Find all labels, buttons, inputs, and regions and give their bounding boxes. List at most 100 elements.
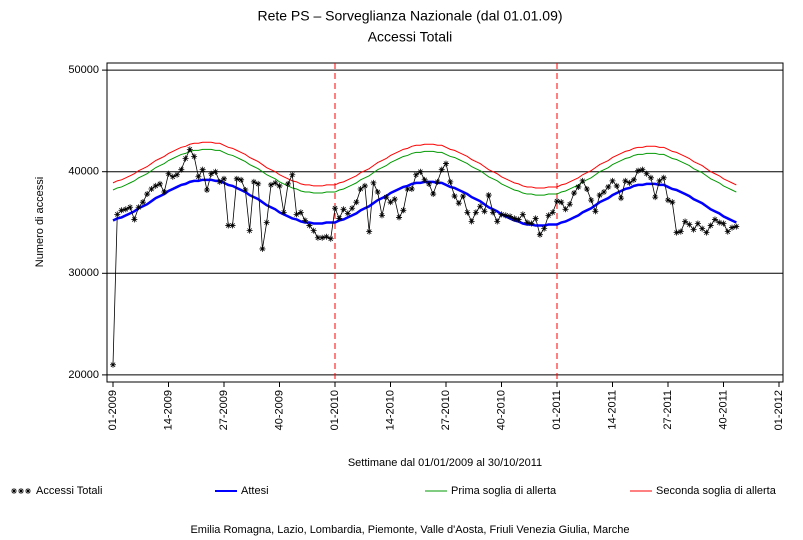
data-point bbox=[413, 171, 420, 178]
legend-label: Prima soglia di allerta bbox=[451, 485, 557, 497]
data-point bbox=[532, 215, 539, 222]
legend-label: Seconda soglia di allerta bbox=[656, 485, 777, 497]
data-point bbox=[195, 173, 202, 180]
data-point bbox=[711, 216, 718, 223]
data-point bbox=[396, 214, 403, 221]
data-point bbox=[519, 211, 526, 218]
data-point bbox=[199, 166, 206, 173]
x-tick-label: 40-2009 bbox=[273, 390, 285, 430]
data-point bbox=[267, 181, 274, 188]
data-point bbox=[451, 193, 458, 200]
x-tick-label: 14-2011 bbox=[606, 390, 618, 430]
data-point bbox=[336, 215, 343, 222]
data-point bbox=[626, 179, 633, 186]
data-point bbox=[425, 180, 432, 187]
y-tick-label: 30000 bbox=[68, 267, 99, 279]
data-point bbox=[686, 221, 693, 228]
data-point bbox=[383, 194, 390, 201]
data-point bbox=[502, 212, 509, 219]
legend-label: Attesi bbox=[241, 485, 269, 497]
data-point bbox=[332, 205, 338, 212]
data-point bbox=[720, 220, 727, 227]
data-point bbox=[233, 175, 240, 182]
data-point bbox=[203, 186, 210, 193]
data-point bbox=[481, 208, 488, 215]
data-point bbox=[575, 183, 582, 190]
x-tick-label: 40-2011 bbox=[717, 390, 729, 430]
data-point bbox=[387, 199, 394, 206]
x-tick-label: 01-2011 bbox=[551, 390, 563, 430]
series-line bbox=[112, 148, 737, 196]
data-point bbox=[455, 200, 462, 207]
data-point bbox=[605, 183, 612, 190]
data-point bbox=[310, 227, 317, 234]
data-point bbox=[161, 189, 168, 196]
data-point bbox=[122, 206, 129, 213]
data-point bbox=[438, 166, 445, 173]
x-tick-label: 14-2009 bbox=[162, 390, 174, 430]
data-point bbox=[156, 180, 163, 187]
data-point bbox=[225, 222, 232, 229]
data-point bbox=[250, 178, 257, 185]
data-point bbox=[464, 209, 471, 216]
data-point bbox=[549, 209, 556, 216]
data-point bbox=[699, 225, 706, 232]
data-point bbox=[485, 192, 492, 199]
data-point bbox=[571, 190, 578, 197]
chart-title: Rete PS – Sorveglianza Nazionale (dal 01… bbox=[257, 8, 562, 24]
data-point bbox=[443, 160, 449, 167]
data-point bbox=[430, 191, 437, 198]
data-point bbox=[118, 207, 125, 214]
y-tick-label: 50000 bbox=[68, 64, 99, 76]
data-point bbox=[246, 227, 253, 234]
legend-marker bbox=[25, 488, 31, 494]
data-point bbox=[391, 196, 398, 203]
data-point bbox=[302, 217, 309, 224]
data-point bbox=[690, 226, 697, 233]
data-point bbox=[596, 192, 603, 199]
data-point bbox=[524, 219, 531, 226]
data-point bbox=[169, 173, 176, 180]
data-point bbox=[374, 189, 381, 196]
data-point bbox=[408, 185, 415, 192]
data-point bbox=[349, 205, 356, 212]
data-point bbox=[400, 207, 407, 214]
series-line bbox=[112, 141, 737, 189]
data-point bbox=[729, 224, 736, 231]
legend-marker bbox=[18, 488, 24, 494]
data-point bbox=[285, 180, 292, 187]
data-point bbox=[404, 185, 411, 192]
data-point bbox=[665, 197, 671, 204]
data-point bbox=[511, 215, 518, 222]
data-point bbox=[216, 178, 223, 185]
data-point bbox=[242, 186, 249, 193]
data-point bbox=[613, 182, 620, 189]
x-tick-label: 27-2009 bbox=[218, 390, 230, 430]
data-point bbox=[297, 209, 304, 216]
data-point bbox=[669, 199, 676, 206]
data-point bbox=[673, 229, 680, 236]
data-point bbox=[434, 178, 441, 185]
data-point bbox=[682, 218, 689, 225]
data-point bbox=[178, 166, 185, 173]
plot-frame bbox=[106, 62, 784, 383]
data-point bbox=[724, 228, 731, 235]
data-point bbox=[314, 234, 321, 241]
data-point bbox=[716, 219, 723, 226]
data-point bbox=[600, 189, 607, 196]
data-point bbox=[114, 211, 121, 218]
data-point bbox=[182, 155, 189, 162]
data-point bbox=[656, 177, 663, 184]
footnote: Emilia Romagna, Lazio, Lombardia, Piemon… bbox=[190, 524, 629, 536]
data-point bbox=[361, 182, 368, 189]
data-point bbox=[703, 229, 710, 236]
data-point bbox=[630, 176, 637, 183]
data-point bbox=[357, 185, 364, 192]
x-tick-label: 01-2009 bbox=[107, 390, 119, 430]
data-point bbox=[135, 204, 142, 211]
data-point bbox=[618, 195, 625, 202]
data-point bbox=[583, 185, 590, 192]
data-point bbox=[447, 178, 454, 185]
x-tick-label: 01-2010 bbox=[329, 390, 341, 430]
data-point bbox=[306, 222, 313, 229]
